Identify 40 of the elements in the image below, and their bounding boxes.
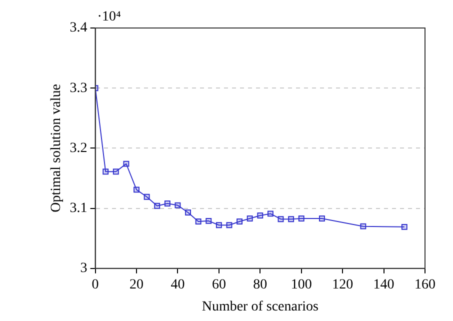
- point: [278, 216, 284, 222]
- point: [288, 216, 294, 222]
- point: [164, 200, 170, 206]
- x-axis-title: Number of scenarios: [202, 299, 318, 314]
- point: [226, 222, 232, 228]
- y-tick-label: 3.3: [70, 80, 88, 96]
- point: [257, 212, 264, 218]
- x-tick-label: 20: [130, 277, 144, 292]
- point: [206, 218, 212, 224]
- point: [216, 222, 222, 228]
- y-tick-label: 3.2: [70, 140, 88, 156]
- x-tick-label: 100: [290, 277, 312, 292]
- text: ·10⁴: [97, 10, 121, 25]
- point: [123, 160, 130, 167]
- x-tick-label: 120: [332, 277, 354, 292]
- x-tick-label: 60: [212, 277, 226, 292]
- point: [236, 218, 243, 224]
- point: [134, 186, 140, 193]
- y-axis-title: Optimal solution value: [49, 84, 64, 212]
- point: [185, 210, 192, 216]
- point: [360, 223, 366, 230]
- point: [298, 216, 304, 222]
- x-tick-label: 80: [253, 277, 268, 292]
- point: [112, 168, 119, 175]
- point: [195, 218, 202, 224]
- y-tick-label: 3.4: [70, 20, 88, 36]
- y-tick-label: 3.1: [70, 200, 88, 216]
- point: [246, 216, 253, 222]
- y-tick-label: 3: [80, 261, 88, 276]
- point: [144, 194, 150, 200]
- point: [102, 168, 109, 175]
- point: [174, 202, 181, 208]
- x-tick-label: 40: [170, 277, 185, 292]
- x-tick-label: 140: [373, 277, 394, 292]
- point: [154, 202, 160, 209]
- x-tick-label: 0: [92, 277, 99, 292]
- point: [318, 216, 325, 222]
- point: [267, 210, 274, 217]
- x-tick-label: 160: [414, 277, 436, 292]
- point: [401, 224, 408, 230]
